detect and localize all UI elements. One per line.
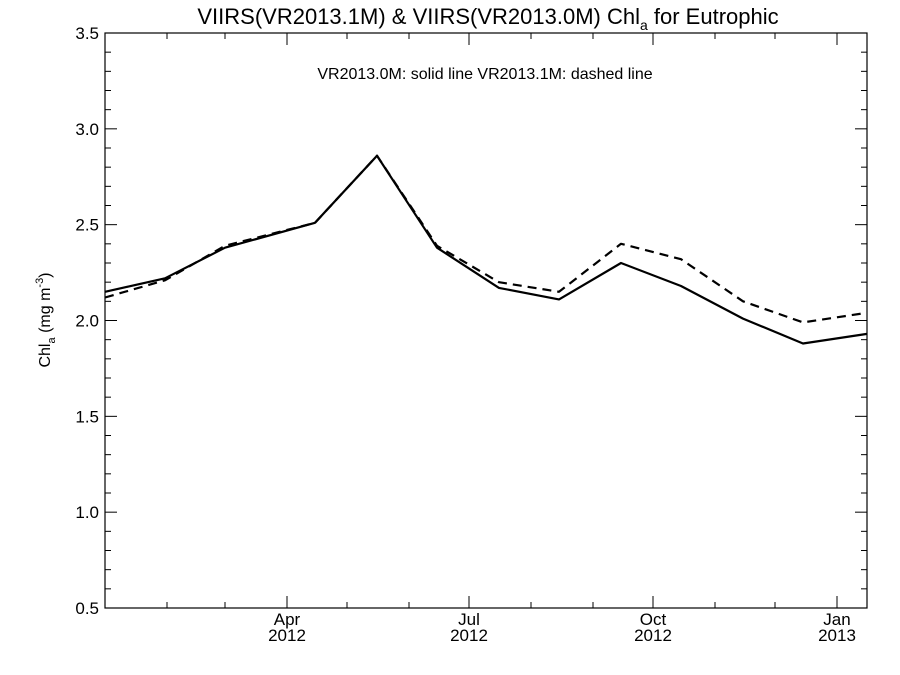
y-axis-label: Chla (mg m-3) <box>34 272 58 367</box>
x-tick-year-label: 2012 <box>268 626 306 645</box>
chart-title: VIIRS(VR2013.1M) & VIIRS(VR2013.0M) Chla… <box>197 4 778 33</box>
y-axis: 0.5 1.0 1.5 2.0 2.5 3.0 3.5 <box>75 24 867 618</box>
plot-frame <box>104 32 868 609</box>
y-tick-label: 2.0 <box>75 312 99 331</box>
line-style-annotation: VR2013.0M: solid line VR2013.1M: dashed … <box>317 66 652 83</box>
y-tick-label: 2.5 <box>75 216 99 235</box>
y-tick-label: 1.0 <box>75 503 99 522</box>
series-layer <box>104 154 868 345</box>
y-tick-label: 3.0 <box>75 120 99 139</box>
y-tick-label: 3.5 <box>75 24 99 43</box>
x-tick-month-label: Jan <box>823 610 850 629</box>
x-tick-year-label: 2012 <box>450 626 488 645</box>
x-tick-year-label: 2013 <box>818 626 856 645</box>
series-line-vr2013-0m <box>104 154 868 345</box>
x-tick-month-label: Apr <box>274 610 301 629</box>
x-tick-month-label: Jul <box>458 610 480 629</box>
x-tick-month-label: Oct <box>640 610 667 629</box>
x-tick-year-label: 2012 <box>634 626 672 645</box>
y-tick-label: 0.5 <box>75 599 99 618</box>
y-tick-label: 1.5 <box>75 407 99 426</box>
series-line-vr2013-1m <box>104 154 868 324</box>
